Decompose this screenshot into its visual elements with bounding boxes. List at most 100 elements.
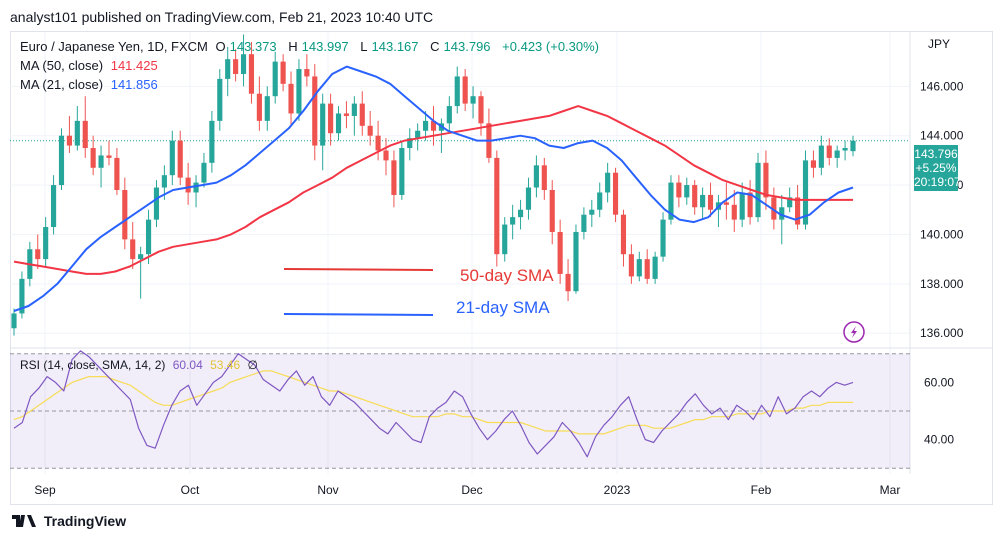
candle bbox=[217, 69, 223, 131]
rsi-sma-line bbox=[13, 370, 853, 435]
candle bbox=[304, 54, 310, 87]
candle-body bbox=[320, 103, 326, 146]
candle bbox=[264, 86, 270, 131]
grid bbox=[10, 32, 993, 474]
candle-body bbox=[66, 135, 72, 146]
legend-high: H 143.997 bbox=[288, 39, 349, 54]
candle bbox=[446, 96, 452, 134]
candle-body bbox=[620, 214, 627, 255]
candle-body bbox=[795, 197, 801, 225]
candle bbox=[11, 308, 17, 336]
candle bbox=[320, 93, 326, 171]
sma21-annotation-label: 21-day SMA bbox=[456, 298, 550, 317]
legend-symbol-row: Euro / Japanese Yen, 1D, FXCM O 143.373 H… bbox=[20, 39, 603, 54]
candle bbox=[98, 145, 104, 188]
candle-body bbox=[842, 148, 848, 151]
candle bbox=[763, 150, 769, 210]
candle-body bbox=[723, 202, 729, 205]
candle bbox=[280, 54, 286, 92]
candle-body bbox=[272, 61, 278, 97]
candle bbox=[771, 187, 777, 230]
candle-body bbox=[557, 231, 563, 274]
candle-body bbox=[43, 227, 49, 260]
candle-body bbox=[391, 160, 397, 195]
candle-body bbox=[525, 187, 532, 210]
candle-body bbox=[628, 254, 634, 277]
candle-body bbox=[51, 185, 57, 228]
candle-body bbox=[612, 172, 619, 215]
candle bbox=[383, 138, 389, 176]
candle-body bbox=[58, 135, 65, 186]
x-tick-label: Sep bbox=[34, 483, 56, 497]
legend-change: +0.423 (+0.30%) bbox=[502, 39, 600, 54]
candle-body bbox=[201, 162, 207, 183]
candle-body bbox=[35, 249, 41, 260]
candle-body bbox=[430, 120, 437, 131]
candle-body bbox=[692, 185, 698, 208]
candle-body bbox=[264, 96, 270, 121]
candle-body bbox=[589, 209, 595, 215]
candle bbox=[130, 222, 136, 269]
candle bbox=[462, 69, 468, 111]
candle-body bbox=[605, 172, 611, 193]
price-change-percent: +5.25% bbox=[915, 161, 957, 175]
candle bbox=[652, 251, 658, 284]
candle bbox=[581, 207, 587, 240]
candle-body bbox=[312, 76, 318, 146]
candle-body bbox=[684, 185, 690, 198]
candle bbox=[43, 217, 49, 267]
candle bbox=[114, 148, 120, 195]
candle bbox=[486, 108, 492, 163]
legend-ma50-value: 141.425 bbox=[110, 58, 158, 73]
ma21-line bbox=[13, 65, 854, 312]
candle bbox=[668, 175, 674, 225]
legend-symbol: Euro / Japanese Yen, 1D, FXCM bbox=[20, 39, 208, 54]
candle-body bbox=[810, 160, 816, 168]
footer-brand[interactable]: TradingView bbox=[12, 513, 126, 531]
sma50-annotation-line bbox=[283, 268, 434, 271]
candle bbox=[367, 111, 373, 146]
lightning-icon bbox=[843, 321, 865, 343]
candle-body bbox=[74, 120, 80, 146]
candle bbox=[731, 190, 737, 232]
annotation-group bbox=[283, 268, 434, 316]
candle bbox=[826, 138, 832, 166]
candle bbox=[272, 51, 278, 104]
y-tick-label: 140.000 bbox=[920, 227, 964, 241]
candle-body bbox=[763, 162, 769, 198]
candle bbox=[549, 180, 555, 245]
candle-body bbox=[114, 157, 120, 190]
candle-body bbox=[367, 125, 373, 136]
candle-body bbox=[217, 78, 223, 121]
candle-body bbox=[517, 209, 524, 218]
candle-body bbox=[122, 190, 128, 240]
candle bbox=[517, 199, 524, 230]
candle bbox=[399, 140, 405, 200]
legend-ma21-row: MA (21, close) 141.856 bbox=[20, 77, 162, 92]
legend-open: O 143.373 bbox=[215, 39, 277, 54]
candle-body bbox=[98, 155, 104, 168]
candle-body bbox=[240, 54, 247, 74]
candle-body bbox=[161, 175, 167, 188]
candle-body bbox=[177, 140, 183, 178]
candle-body bbox=[106, 155, 112, 158]
candle bbox=[35, 234, 41, 269]
candle bbox=[233, 49, 239, 82]
candle-body bbox=[288, 83, 294, 114]
candle bbox=[818, 135, 824, 176]
candle-body bbox=[383, 150, 389, 161]
candle-body bbox=[82, 120, 88, 149]
candle-body bbox=[359, 103, 365, 126]
candle bbox=[193, 175, 199, 208]
candle bbox=[169, 130, 175, 186]
candle bbox=[715, 194, 722, 228]
sma21-annotation-line bbox=[283, 313, 434, 316]
candle bbox=[605, 162, 611, 203]
candle-body bbox=[494, 157, 500, 255]
y-tick-label: 144.000 bbox=[920, 129, 964, 143]
candle-body bbox=[423, 120, 429, 131]
candle-body bbox=[351, 103, 357, 116]
candle bbox=[795, 185, 801, 230]
publisher-line: analyst101 published on TradingView.com,… bbox=[10, 9, 434, 25]
